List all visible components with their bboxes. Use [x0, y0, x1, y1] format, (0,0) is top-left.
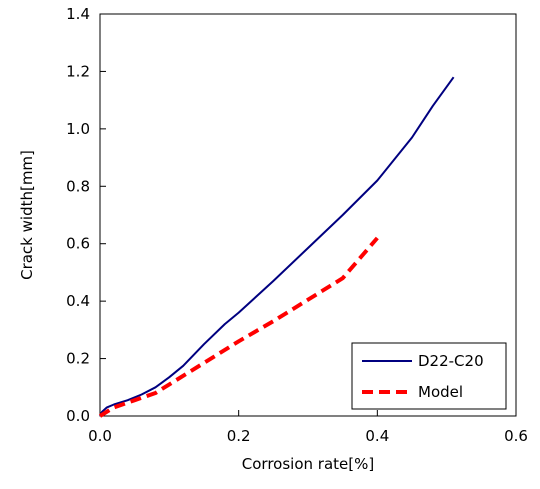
y-tick-label: 0.6: [66, 235, 90, 253]
y-tick-label: 1.2: [66, 62, 90, 80]
x-tick-label: 0.6: [504, 427, 528, 445]
legend-label-d22-c20: D22-C20: [418, 352, 484, 370]
x-tick-label: 0.2: [227, 427, 251, 445]
x-tick-label: 0.0: [88, 427, 112, 445]
legend: D22-C20 Model: [351, 342, 507, 410]
legend-box: [351, 342, 507, 410]
series-line-d22-c20: [99, 76, 455, 417]
y-tick-label: 0.4: [66, 292, 90, 310]
series-line-model: [98, 236, 379, 418]
x-tick-label: 0.4: [365, 427, 389, 445]
x-axis-title: Corrosion rate[%]: [242, 455, 374, 473]
series-layer: [98, 76, 455, 418]
y-tick-label: 0.2: [66, 350, 90, 368]
legend-label-model: Model: [418, 383, 463, 401]
y-tick-label: 0.0: [66, 407, 90, 425]
tick-labels-layer: 0.0 0.2 0.4 0.6 0.0 0.2 0.4 0.6 0.8 1.0 1.2 1.4: [66, 5, 528, 445]
y-tick-label: 0.8: [66, 177, 90, 195]
y-axis-title: Crack width[mm]: [18, 150, 36, 280]
y-tick-label: 1.4: [66, 5, 90, 23]
plot-area: [99, 13, 517, 417]
y-tick-label: 1.0: [66, 120, 90, 138]
